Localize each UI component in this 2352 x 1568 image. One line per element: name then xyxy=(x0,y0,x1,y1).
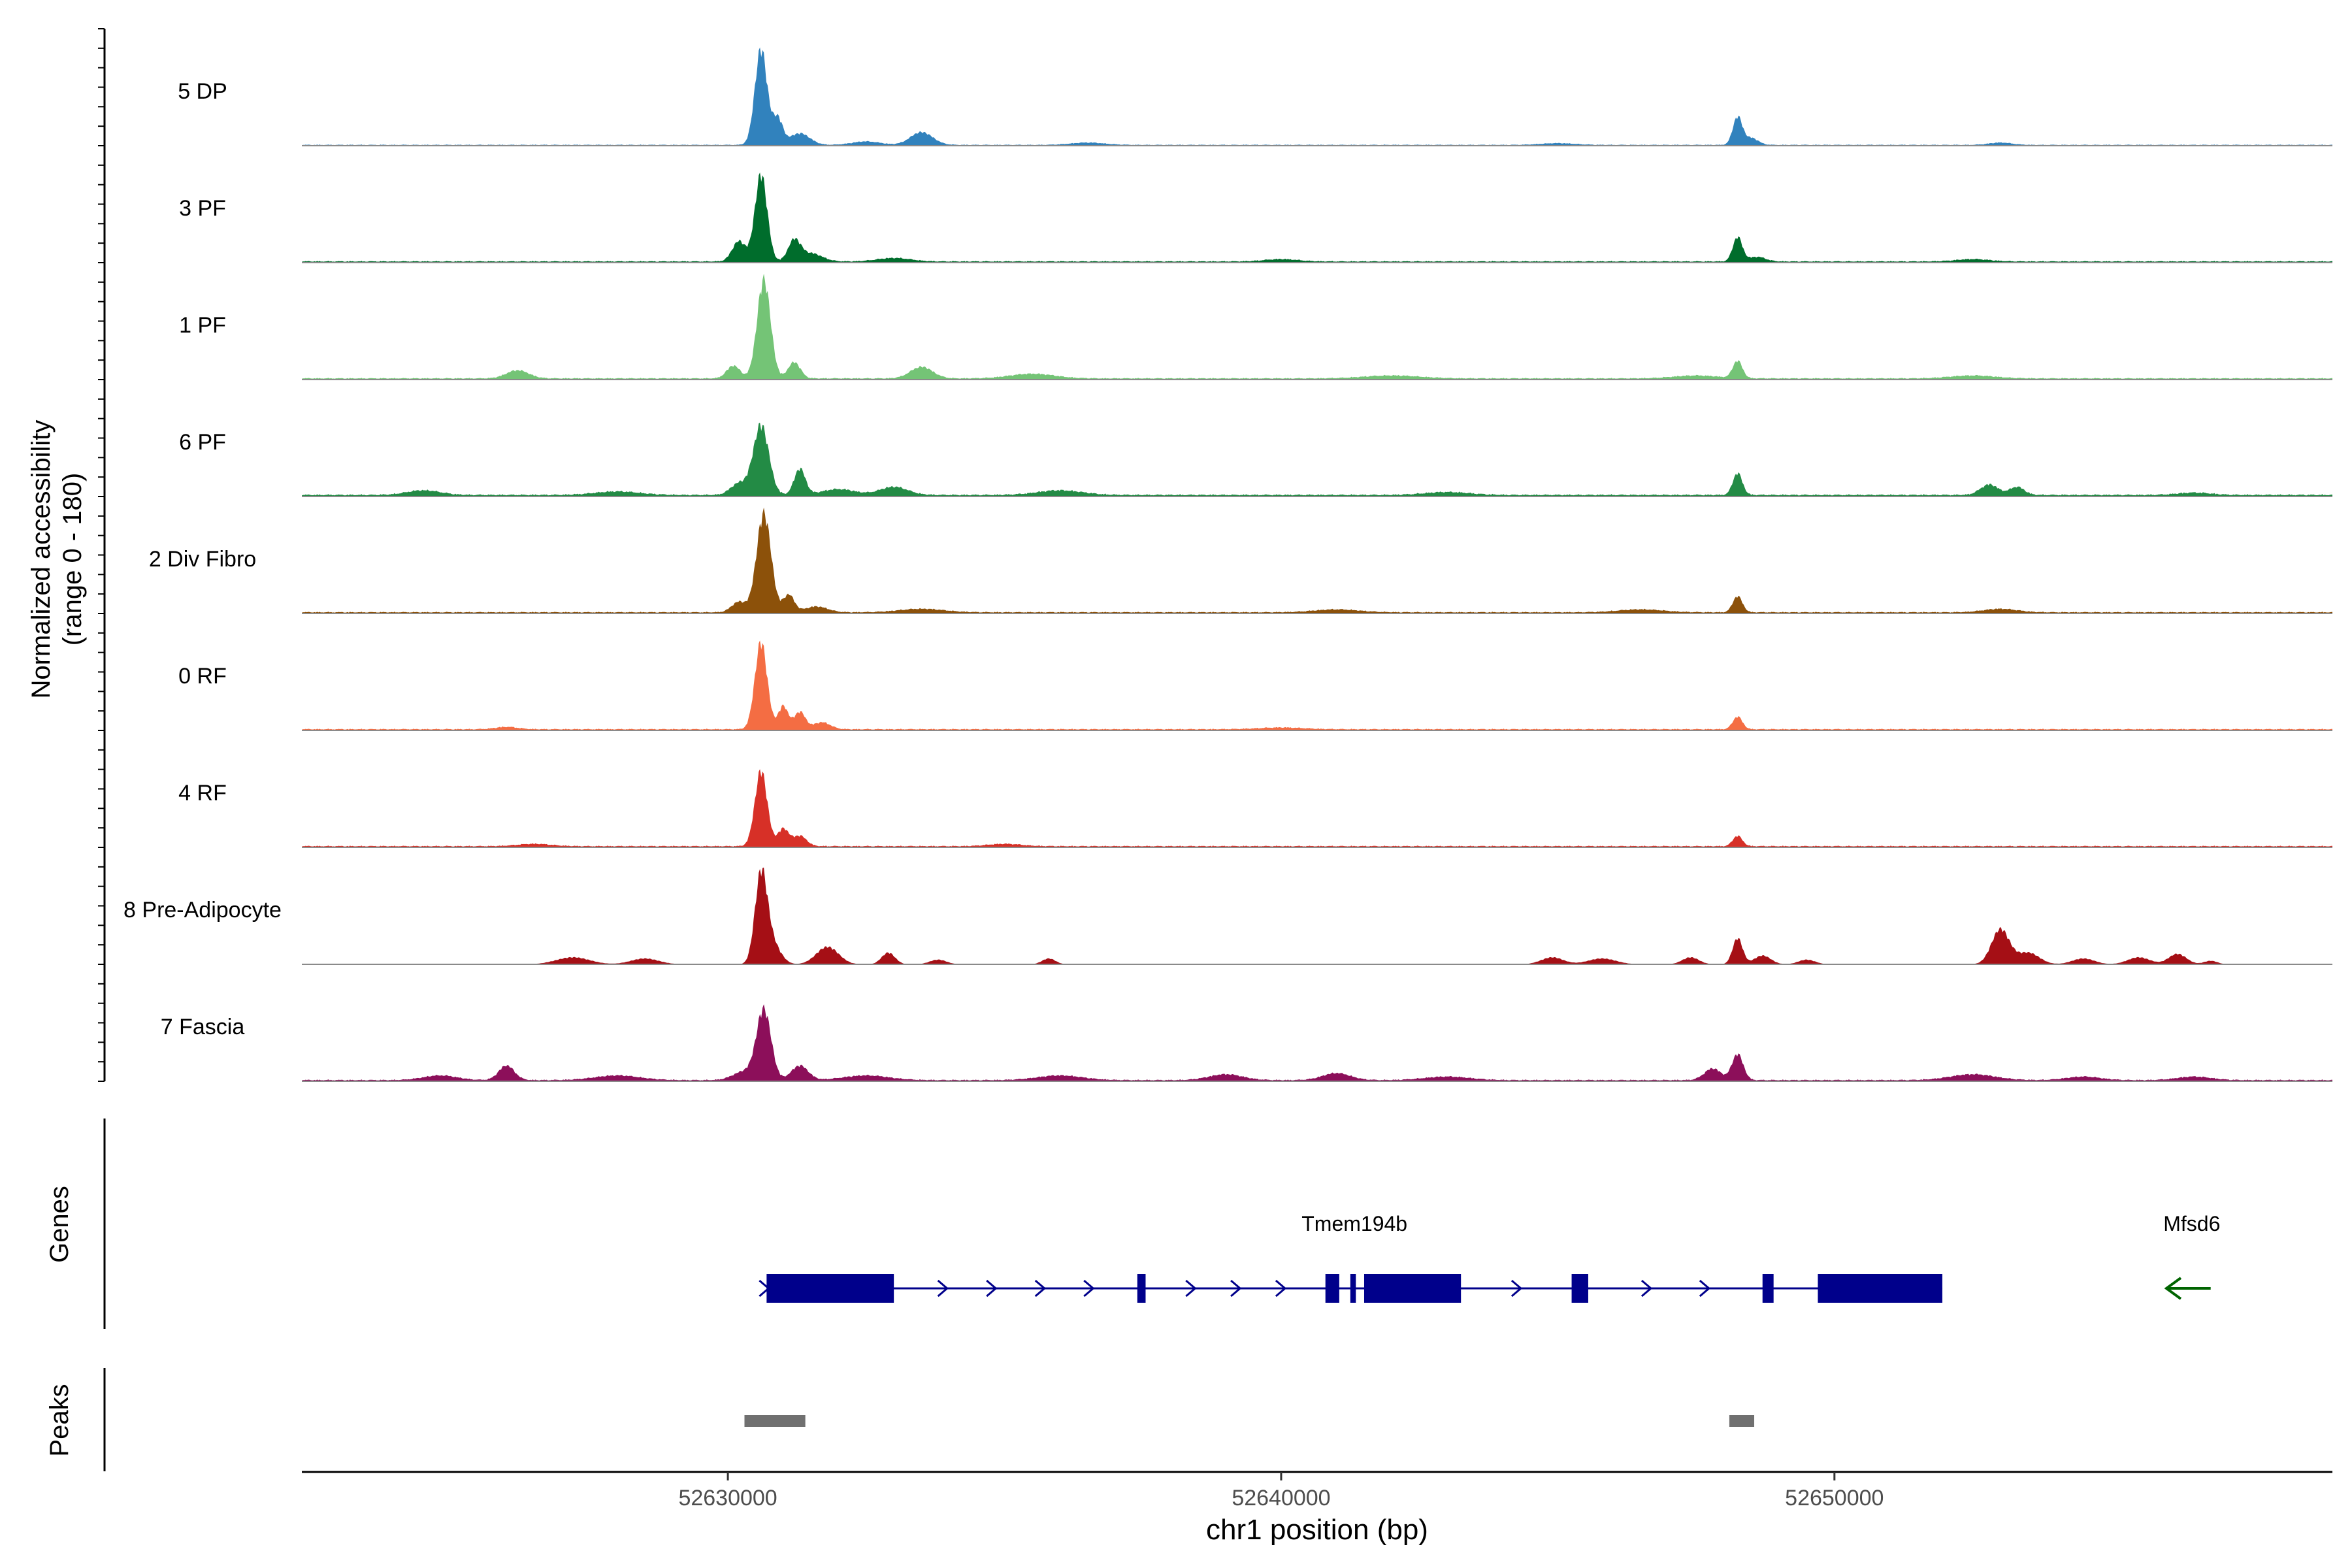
strand-arrow xyxy=(1230,1279,1242,1298)
track-label-1-pf: 1 PF xyxy=(179,313,226,338)
coverage-area-2-div-fibro xyxy=(302,507,2332,613)
track-label-4-rf: 4 RF xyxy=(178,781,227,806)
gene-exon xyxy=(1571,1274,1588,1303)
track-label-5-dp: 5 DP xyxy=(178,79,227,104)
y-axis xyxy=(98,28,106,1082)
track-label-8-pre-adipocyte: 8 Pre-Adipocyte xyxy=(123,898,282,923)
strand-arrow xyxy=(1185,1279,1197,1298)
strand-arrow xyxy=(1275,1279,1287,1298)
gene-exon xyxy=(1364,1274,1462,1303)
track-4-rf: 4 RF xyxy=(178,769,2332,848)
x-tick-label: 52640000 xyxy=(1232,1486,1330,1511)
coverage-tracks: 5 DP 3 PF 1 PF 6 PF 2 Div Fibro 0 RF 4 RF 8 Pre… xyxy=(123,47,2332,1082)
x-axis-ticks: 52630000 52640000 52650000 xyxy=(678,1472,1884,1511)
gene-exon xyxy=(1325,1274,1339,1303)
y-axis-range-label: (range 0 - 180) xyxy=(58,473,87,646)
strand-arrow-left xyxy=(2164,1277,2182,1300)
track-label-3-pf: 3 PF xyxy=(179,196,226,221)
track-label-6-pf: 6 PF xyxy=(179,430,226,455)
x-tick-label: 52630000 xyxy=(678,1486,777,1511)
gene-label-mfsd6: Mfsd6 xyxy=(2163,1212,2220,1235)
gene-exon xyxy=(1762,1274,1774,1303)
track-label-7-fascia: 7 Fascia xyxy=(161,1015,245,1039)
genes-panel-label: Genes xyxy=(45,1186,74,1263)
track-2-div-fibro: 2 Div Fibro xyxy=(149,507,2332,614)
peak-region xyxy=(1729,1415,1755,1427)
gene-label-tmem194b: Tmem194b xyxy=(1301,1212,1407,1235)
coverage-area-1-pf xyxy=(302,274,2332,380)
gene-exon xyxy=(1137,1274,1146,1303)
x-axis-label: chr1 position (bp) xyxy=(1206,1514,1428,1546)
strand-arrow xyxy=(986,1279,998,1298)
track-label-2-div-fibro: 2 Div Fibro xyxy=(149,547,256,572)
gene-track: Tmem194b Mfsd6 xyxy=(759,1212,2220,1303)
gene-tmem194b: Tmem194b xyxy=(759,1212,1942,1303)
coverage-area-8-pre-adipocyte xyxy=(302,867,2332,964)
y-axis-label: Normalized accessibility xyxy=(27,420,56,699)
track-6-pf: 6 PF xyxy=(179,423,2332,497)
peak-track xyxy=(744,1415,1755,1427)
track-3-pf: 3 PF xyxy=(179,172,2332,263)
track-8-pre-adipocyte: 8 Pre-Adipocyte xyxy=(123,867,2332,965)
gene-mfsd6: Mfsd6 xyxy=(2163,1212,2220,1300)
peaks-panel-label: Peaks xyxy=(45,1384,74,1456)
track-7-fascia: 7 Fascia xyxy=(161,1004,2332,1082)
strand-arrow xyxy=(1641,1279,1653,1298)
strand-arrow xyxy=(1699,1279,1711,1298)
coverage-area-4-rf xyxy=(302,769,2332,847)
track-5-dp: 5 DP xyxy=(178,47,2332,146)
strand-arrow xyxy=(937,1279,949,1298)
gene-exon xyxy=(1350,1274,1356,1303)
coverage-area-3-pf xyxy=(302,172,2332,263)
track-1-pf: 1 PF xyxy=(179,274,2332,380)
coverage-area-6-pf xyxy=(302,423,2332,497)
strand-arrow xyxy=(1083,1279,1095,1298)
peak-region xyxy=(744,1415,806,1427)
coverage-area-7-fascia xyxy=(302,1004,2332,1081)
gene-exon xyxy=(766,1274,894,1303)
track-label-0-rf: 0 RF xyxy=(178,664,227,689)
track-0-rf: 0 RF xyxy=(178,640,2332,731)
gene-exon xyxy=(1818,1274,1942,1303)
strand-arrow xyxy=(1034,1279,1047,1298)
x-tick-label: 52650000 xyxy=(1785,1486,1884,1511)
strand-arrow xyxy=(1511,1279,1523,1298)
coverage-area-5-dp xyxy=(302,47,2332,146)
coverage-area-0-rf xyxy=(302,640,2332,730)
